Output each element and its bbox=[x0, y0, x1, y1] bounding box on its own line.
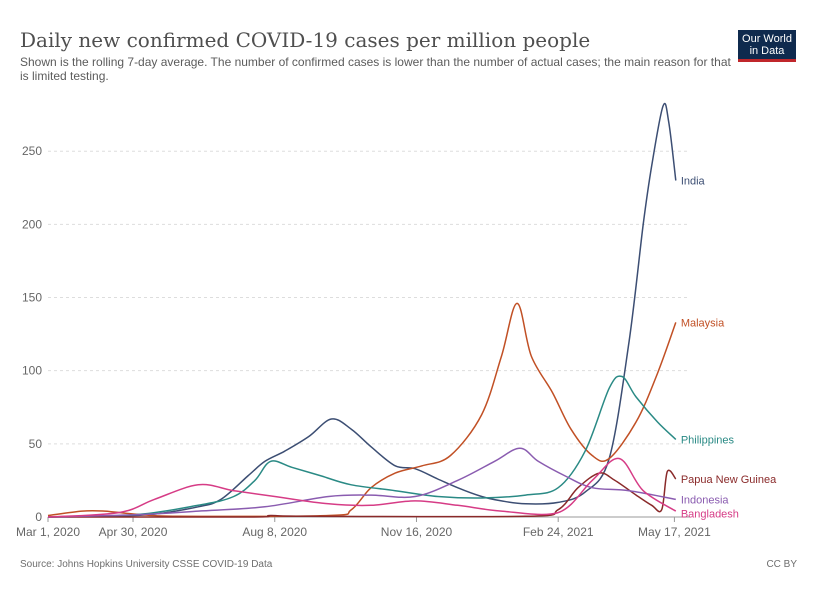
x-tick-label: Nov 16, 2020 bbox=[381, 525, 453, 539]
series-line-india bbox=[47, 102, 677, 518]
x-tick-label: Mar 1, 2020 bbox=[16, 525, 80, 539]
series-line-papua-new-guinea bbox=[48, 469, 677, 518]
y-tick-label: 50 bbox=[29, 437, 43, 451]
series-label-malaysia: Malaysia bbox=[681, 317, 725, 329]
chart-subtitle: Shown is the rolling 7-day average. The … bbox=[20, 55, 731, 83]
x-tick-label: May 17, 2021 bbox=[638, 525, 711, 539]
y-tick-label: 100 bbox=[22, 364, 42, 378]
series-line-malaysia bbox=[47, 302, 677, 518]
chart-title: Daily new confirmed COVID-19 cases per m… bbox=[20, 28, 591, 52]
series-label-papua-new-guinea: Papua New Guinea bbox=[681, 474, 777, 486]
x-tick-label: Aug 8, 2020 bbox=[242, 525, 307, 539]
series-label-india: India bbox=[681, 175, 706, 187]
series-line-philippines bbox=[47, 375, 677, 518]
series-label-philippines: Philippines bbox=[681, 434, 735, 446]
owid-logo[interactable]: Our World in Data bbox=[738, 30, 796, 62]
logo-line-1: Our World bbox=[742, 33, 792, 45]
y-tick-label: 0 bbox=[35, 510, 42, 524]
y-tick-label: 200 bbox=[22, 217, 42, 231]
x-tick-label: Apr 30, 2020 bbox=[99, 525, 168, 539]
y-tick-label: 150 bbox=[22, 291, 42, 305]
logo-line-2: in Data bbox=[749, 45, 785, 57]
series-line-bangladesh bbox=[47, 457, 677, 518]
license-link[interactable]: CC BY bbox=[766, 559, 797, 570]
series-line-indonesia bbox=[47, 447, 676, 518]
series-label-bangladesh: Bangladesh bbox=[681, 508, 739, 520]
series-label-indonesia: Indonesia bbox=[681, 494, 730, 506]
x-tick-label: Feb 24, 2021 bbox=[523, 525, 594, 539]
y-tick-label: 250 bbox=[22, 144, 42, 158]
source-note[interactable]: Source: Johns Hopkins University CSSE CO… bbox=[20, 559, 273, 570]
